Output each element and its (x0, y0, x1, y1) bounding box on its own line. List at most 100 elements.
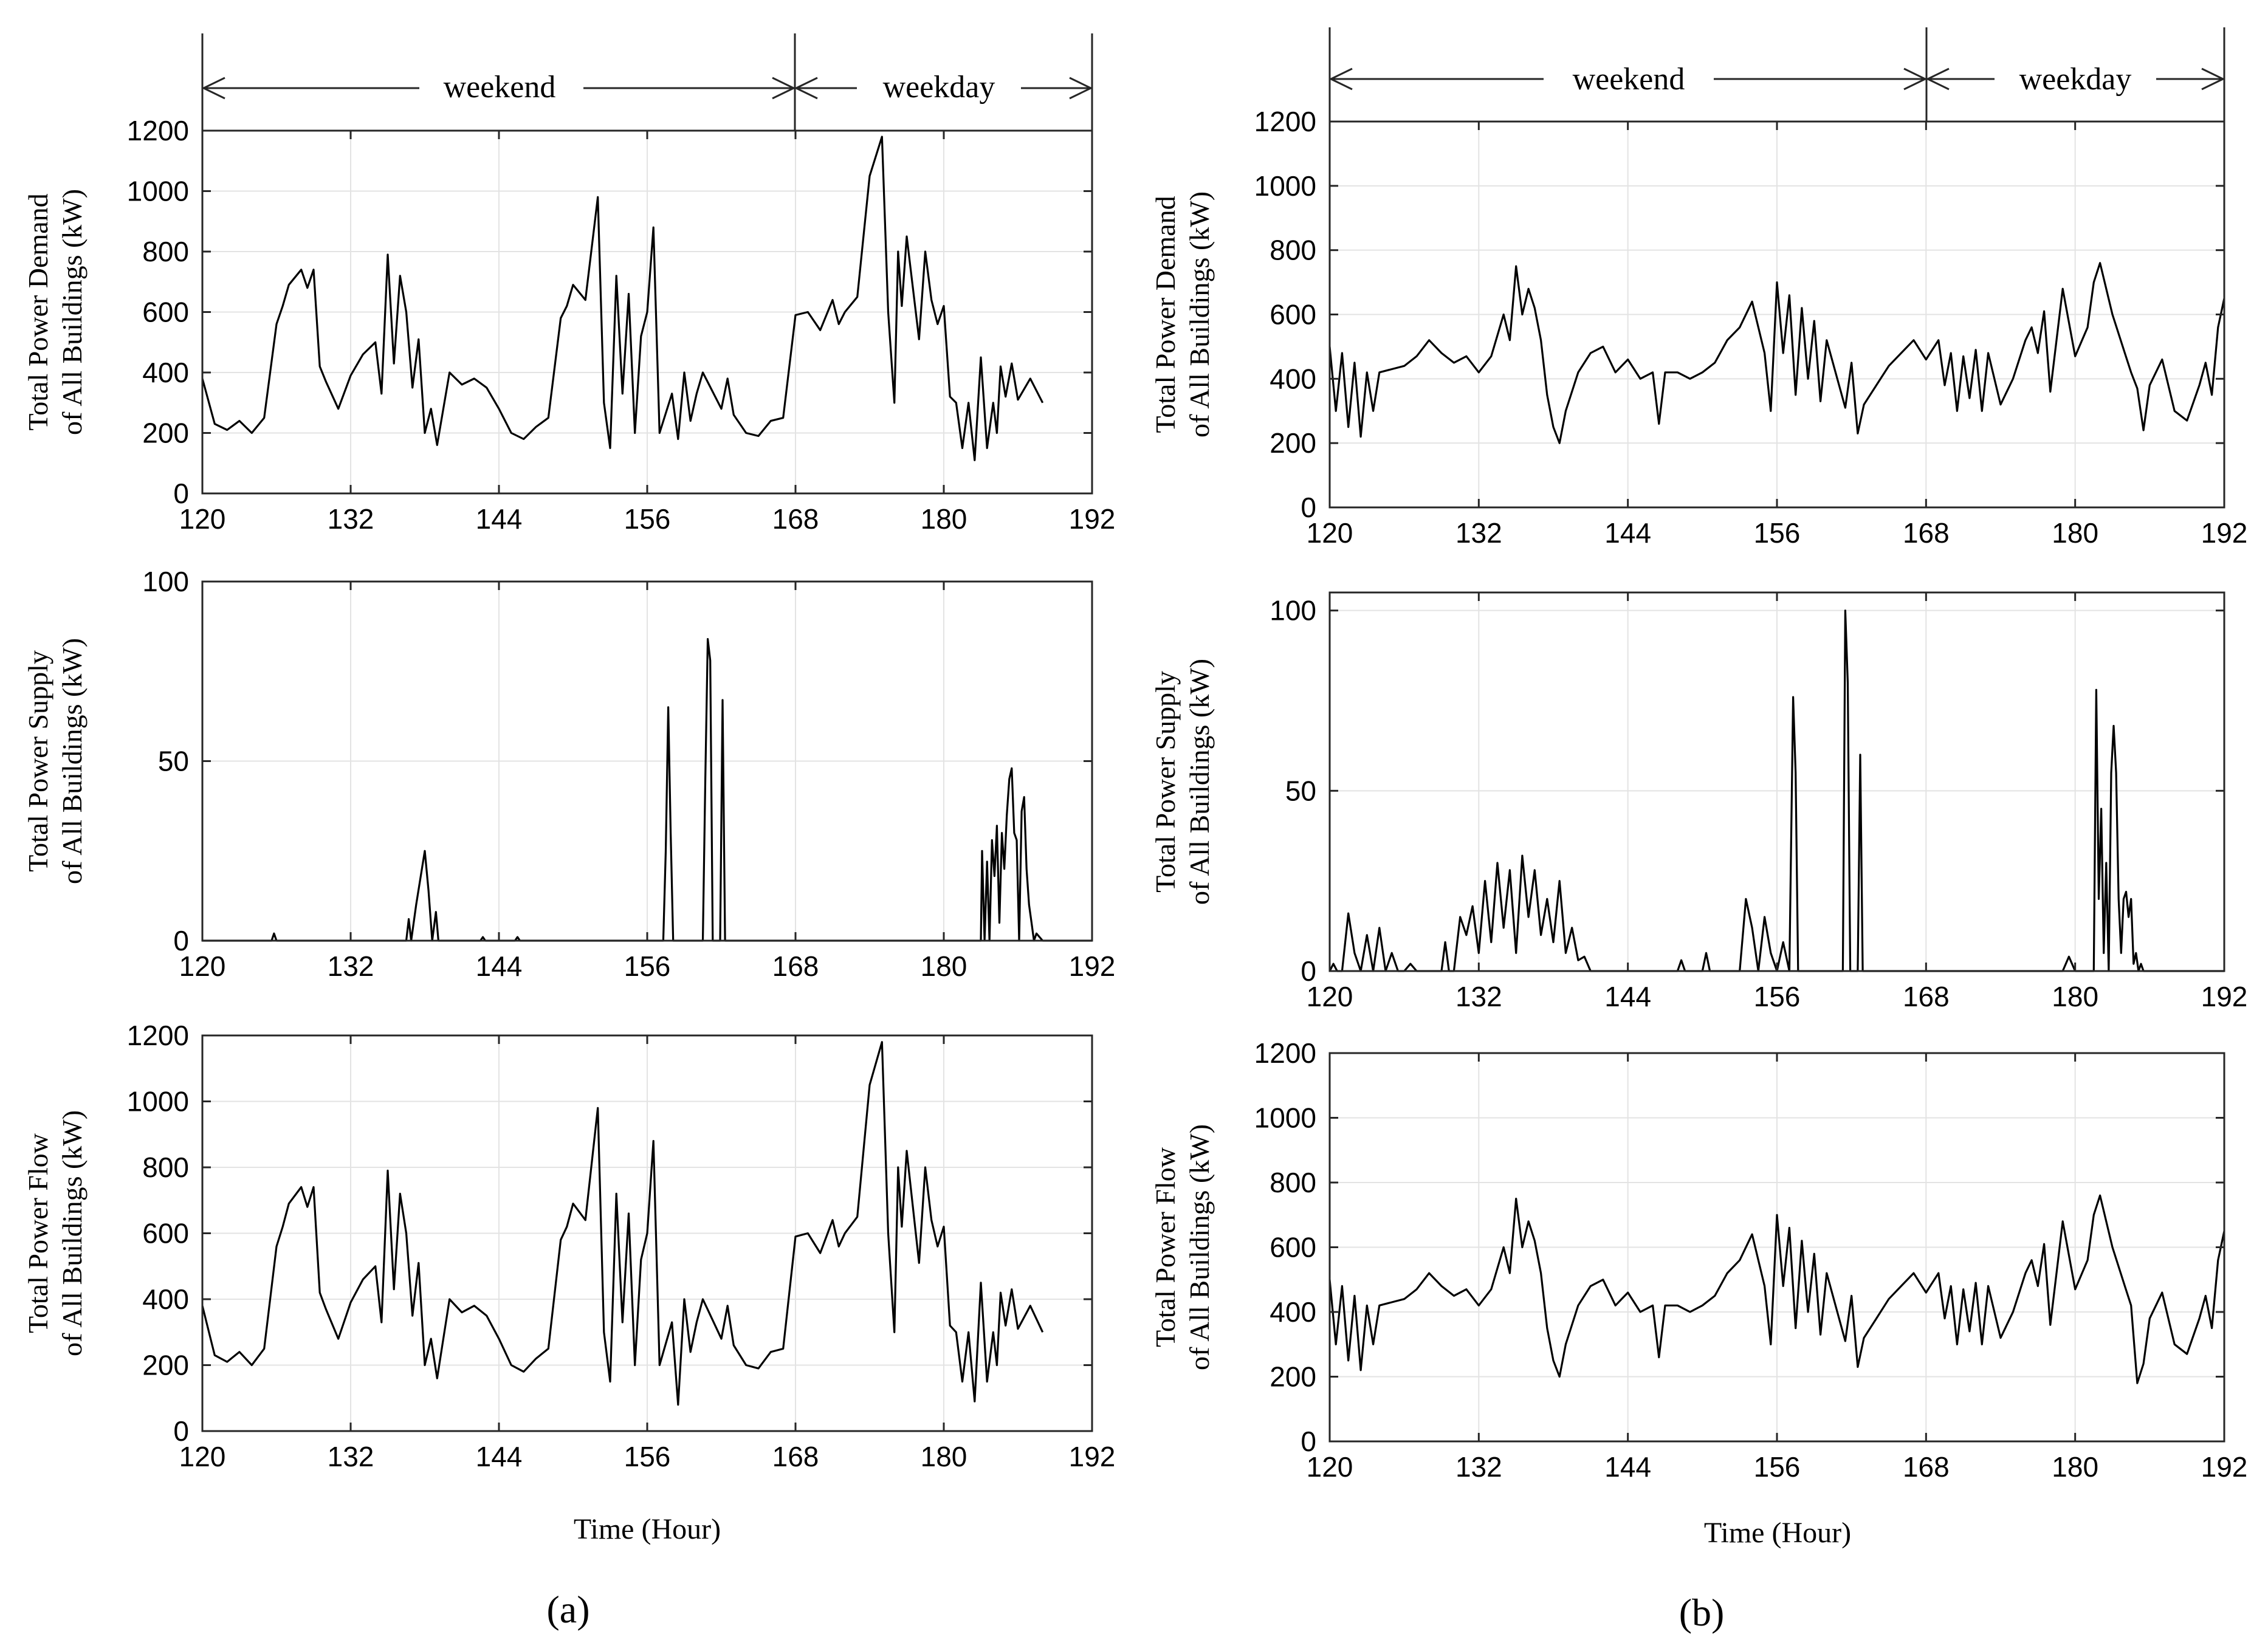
x-tick-label: 180 (921, 950, 967, 982)
period-label-weekend-b: weekend (1573, 62, 1685, 97)
y-tick-label: 1000 (127, 176, 189, 207)
plot-b-demand: 120 132 144 156 168 180 192 0 200 400 600 800 1000 12… (1150, 106, 2247, 549)
y-tick-label: 400 (1270, 1296, 1316, 1328)
y-tick-label: 100 (142, 566, 189, 597)
y-tick-label: 0 (1301, 1426, 1316, 1457)
series-line-flow-b (1328, 1194, 2225, 1384)
weekend-arrowhead-b-left (1328, 67, 1353, 91)
x-tick-label: 192 (2201, 517, 2248, 549)
x-tick-label: 168 (1903, 981, 1950, 1012)
y-tick-label: 0 (173, 478, 189, 509)
x-tick-label: 156 (1754, 981, 1801, 1012)
x-tick-label: 132 (1455, 517, 1502, 549)
y-tick-label: 0 (173, 925, 189, 956)
y-tick-label: 400 (142, 1283, 189, 1315)
x-tick-label: 156 (1754, 1451, 1801, 1483)
series-line-flow-a (201, 1041, 1044, 1406)
y-axis-label-flow-a: of All Buildings (kW) (57, 1110, 88, 1356)
x-tick-label: 120 (179, 503, 226, 535)
y-axis-label-supply-b: Total Power Supply (1150, 671, 1181, 893)
panel-b: weekend weekday 120 132 144 156 168 180 192 0 20… (1150, 27, 2247, 1634)
x-tick-label: 132 (328, 950, 374, 982)
x-tick-label: 156 (624, 503, 671, 535)
x-axis-label-a: Time (Hour) (574, 1513, 721, 1545)
y-tick-label: 600 (1270, 1232, 1316, 1263)
y-tick-label: 1200 (127, 115, 189, 146)
y-axis-label-supply-b: of All Buildings (kW) (1184, 659, 1215, 905)
y-tick-label: 800 (1270, 1167, 1316, 1198)
x-tick-label: 168 (772, 1441, 819, 1472)
y-tick-label: 800 (142, 1152, 189, 1183)
x-tick-label: 144 (1604, 1451, 1651, 1483)
y-axis-label-demand-a: Total Power Demand (22, 193, 53, 430)
x-axis-label-b: Time (Hour) (1704, 1517, 1851, 1549)
period-header-b: weekend weekday (1328, 27, 2225, 122)
period-label-weekday-a: weekday (883, 70, 995, 105)
y-tick-label: 800 (142, 236, 189, 267)
x-tick-label: 180 (2052, 981, 2098, 1012)
x-tick-label: 132 (328, 1441, 374, 1472)
x-tick-label: 144 (476, 1441, 523, 1472)
x-tick-label: 180 (2052, 1451, 2098, 1483)
y-axis-label-demand-b: of All Buildings (kW) (1184, 191, 1215, 438)
weekday-arrowhead-b-right (2201, 67, 2225, 91)
period-label-weekend-a: weekend (444, 70, 556, 105)
plot-a-demand: 120 132 144 156 168 180 192 0 200 400 600 800 1000 12… (22, 115, 1115, 535)
x-tick-label: 192 (2201, 1451, 2248, 1483)
y-tick-label: 400 (142, 357, 189, 388)
y-tick-label: 200 (1270, 1361, 1316, 1393)
x-tick-label: 168 (1903, 517, 1950, 549)
y-tick-label: 1200 (127, 1020, 189, 1051)
y-tick-label: 50 (1285, 775, 1316, 806)
x-tick-label: 192 (1069, 950, 1116, 982)
x-tick-label: 192 (1069, 503, 1116, 535)
series-line-demand-a (201, 136, 1044, 461)
x-tick-label: 180 (921, 503, 967, 535)
y-axis-label-supply-a: Total Power Supply (22, 650, 53, 872)
x-tick-label: 144 (1604, 517, 1651, 549)
weekday-arrowhead-a-left (794, 77, 818, 100)
y-axis-label-flow-a: Total Power Flow (22, 1133, 53, 1333)
y-axis-label-flow-b: of All Buildings (kW) (1184, 1124, 1215, 1370)
x-tick-label: 168 (1903, 1451, 1950, 1483)
plot-a-supply: 120 132 144 156 168 180 192 0 50 100 Total Power S… (22, 566, 1115, 982)
x-tick-label: 192 (2201, 981, 2248, 1012)
x-tick-label: 120 (1307, 517, 1353, 549)
y-tick-label: 0 (1301, 492, 1316, 523)
period-label-weekday-b: weekday (2019, 62, 2132, 97)
plot-b-flow: 120 132 144 156 168 180 192 0 200 400 600 800 1000 12… (1150, 1037, 2247, 1483)
weekend-arrowhead-a-left (201, 77, 225, 100)
y-tick-label: 400 (1270, 363, 1316, 394)
weekend-arrowhead-a-right (772, 77, 796, 100)
series-line-supply-a (202, 637, 1092, 942)
panel-label-a: (a) (546, 1588, 589, 1631)
x-tick-label: 120 (179, 950, 226, 982)
y-tick-label: 1000 (127, 1086, 189, 1118)
x-tick-label: 192 (1069, 1441, 1116, 1472)
weekend-arrowhead-b-right (1903, 67, 1928, 91)
y-tick-label: 0 (173, 1415, 189, 1447)
plot-b-supply: 120 132 144 156 168 180 192 0 50 100 Total Power S… (1150, 591, 2248, 1012)
x-tick-label: 132 (1455, 1451, 1502, 1483)
y-tick-label: 600 (1270, 299, 1316, 331)
plot-a-flow: 120 132 144 156 168 180 192 0 200 400 600 800 1000 12… (22, 1020, 1115, 1472)
weekday-arrowhead-a-right (1069, 77, 1093, 100)
y-tick-label: 0 (1301, 955, 1316, 987)
y-tick-label: 200 (1270, 427, 1316, 459)
x-tick-label: 156 (624, 1441, 671, 1472)
y-tick-label: 100 (1270, 595, 1316, 627)
series-line-demand-b (1328, 262, 2225, 444)
panel-a: weekend weekday 120 132 144 156 168 180 192 0 20… (22, 33, 1115, 1631)
period-header-a: weekend weekday (201, 33, 1093, 131)
x-tick-label: 168 (772, 503, 819, 535)
y-tick-label: 600 (142, 1218, 189, 1249)
y-tick-label: 600 (142, 297, 189, 328)
y-axis-label-demand-b: Total Power Demand (1150, 196, 1181, 433)
weekday-arrowhead-b-left (1925, 67, 1950, 91)
y-tick-label: 200 (142, 1350, 189, 1381)
panel-label-b: (b) (1679, 1591, 1725, 1634)
x-tick-label: 156 (624, 950, 671, 982)
x-tick-label: 144 (476, 950, 523, 982)
x-tick-label: 180 (2052, 517, 2098, 549)
y-tick-label: 1000 (1254, 1102, 1316, 1134)
